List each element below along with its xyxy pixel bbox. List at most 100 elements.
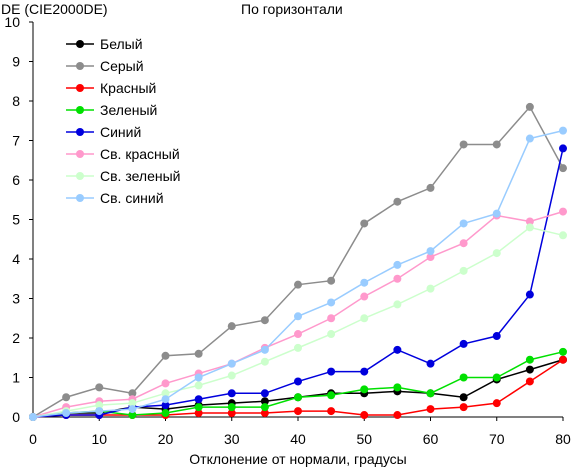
series-1-point xyxy=(260,316,269,325)
series-3-point xyxy=(327,391,336,400)
series-1-point xyxy=(161,351,170,360)
y-tick-label: 7 xyxy=(12,133,20,149)
legend-label: Серый xyxy=(100,58,144,74)
legend-swatch-marker xyxy=(76,172,84,180)
series-6-point xyxy=(294,343,302,352)
x-tick-label: 40 xyxy=(290,431,306,447)
series-3-point xyxy=(161,409,170,418)
series-5-point xyxy=(294,330,302,339)
series-2-point xyxy=(525,377,534,386)
legend-label: Белый xyxy=(100,36,143,52)
series-1-point xyxy=(459,140,468,149)
series-2-point xyxy=(327,407,336,416)
y-tick-label: 10 xyxy=(4,14,20,30)
series-7-point xyxy=(492,209,501,218)
series-6-point xyxy=(95,401,104,410)
series-4-point xyxy=(459,339,468,348)
series-6-point xyxy=(161,389,170,398)
series-6-point xyxy=(393,300,402,309)
legend-item: Св. синий xyxy=(66,190,164,206)
series-3-point xyxy=(260,403,269,412)
legend-item: Зеленый xyxy=(66,102,157,118)
series-6-point xyxy=(525,223,534,232)
chart-title: По горизонтали xyxy=(241,1,343,17)
legend-item: Белый xyxy=(66,36,143,52)
series-1-point xyxy=(327,276,336,285)
series-7-point xyxy=(393,260,402,269)
y-tick-label: 3 xyxy=(12,291,20,307)
series-7-point xyxy=(459,219,468,228)
series-2-point xyxy=(393,411,402,420)
series-2-point xyxy=(426,405,435,414)
series-3-point xyxy=(194,403,203,412)
y-tick-label: 0 xyxy=(12,409,20,425)
series-layer xyxy=(29,102,567,421)
legend-item: Св. зеленый xyxy=(66,168,180,184)
legend-label: Св. зеленый xyxy=(100,168,180,184)
series-2-point xyxy=(559,355,567,364)
series-5-point xyxy=(559,207,567,216)
series-6-point xyxy=(360,314,369,323)
x-tick-label: 0 xyxy=(29,431,37,447)
series-4-point xyxy=(327,367,336,376)
legend-label: Зеленый xyxy=(100,102,157,118)
series-0-point xyxy=(525,365,534,374)
series-1-point xyxy=(492,140,501,149)
series-3-point xyxy=(128,411,137,420)
series-2-point xyxy=(360,411,369,420)
legend-label: Св. синий xyxy=(100,190,164,206)
series-6-point xyxy=(227,371,236,380)
legend-swatch-marker xyxy=(76,128,84,136)
series-0-point xyxy=(459,393,468,402)
series-3-point xyxy=(492,373,501,382)
series-3-point xyxy=(426,389,435,398)
series-4-point xyxy=(492,332,501,341)
series-7-point xyxy=(227,359,236,368)
series-1-point xyxy=(294,280,302,289)
x-tick-label: 50 xyxy=(356,431,372,447)
series-6-line xyxy=(32,226,564,418)
y-tick-label: 4 xyxy=(12,251,20,267)
series-2-point xyxy=(260,409,269,418)
series-1-point xyxy=(360,219,369,228)
legend-item: Серый xyxy=(66,58,144,74)
series-6-point xyxy=(260,357,269,366)
series-4-point xyxy=(393,345,402,354)
series-0-point xyxy=(260,397,269,406)
series-4-point xyxy=(194,395,203,404)
legend-item: Красный xyxy=(66,80,156,96)
series-6-point xyxy=(559,231,567,240)
series-3-point xyxy=(360,385,369,394)
y-tick-label: 2 xyxy=(12,330,20,346)
series-7-point xyxy=(525,134,534,143)
series-3-point xyxy=(294,393,302,402)
series-1-point xyxy=(559,164,567,173)
series-5-point xyxy=(360,292,369,301)
legend-item: Св. красный xyxy=(66,146,180,162)
x-tick-label: 80 xyxy=(555,431,571,447)
series-1-point xyxy=(62,393,71,402)
legend-swatch-marker xyxy=(76,194,84,202)
series-7-point xyxy=(327,298,336,307)
series-6-point xyxy=(194,381,203,390)
series-6-point xyxy=(492,249,501,258)
legend-label: Синий xyxy=(100,124,141,140)
series-2-point xyxy=(492,399,501,408)
legend-swatch-marker xyxy=(76,62,84,70)
x-tick-label: 70 xyxy=(489,431,505,447)
series-7-point xyxy=(62,409,71,418)
series-3 xyxy=(29,347,567,421)
axes: 0 1 2 3 4 5 6 7 8 9 10 0 10 20 30 40 50 60 70 80 xyxy=(4,14,571,447)
series-1 xyxy=(29,102,567,421)
series-7-point xyxy=(128,405,137,414)
series-6-point xyxy=(459,266,468,275)
y-tick-label: 6 xyxy=(12,172,20,188)
series-5-point xyxy=(459,239,468,248)
series-4-point xyxy=(559,144,567,153)
x-tick-label: 60 xyxy=(423,431,439,447)
legend: Белый Серый Красный Зеленый Синий Св. красный… xyxy=(66,36,180,206)
series-7-point xyxy=(29,413,37,421)
series-7-point xyxy=(426,247,435,256)
series-7-point xyxy=(559,126,567,135)
